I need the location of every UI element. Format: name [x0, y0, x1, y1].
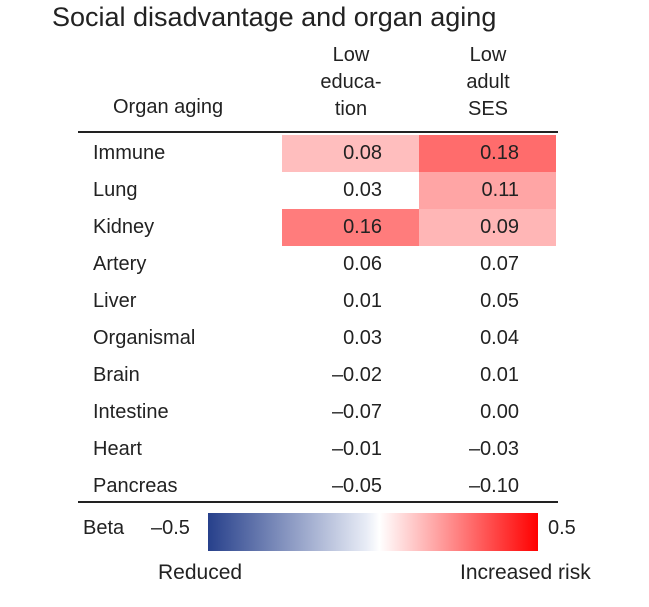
heatmap-table: Immune 0.08 0.18 Lung 0.03 0.11 Kidney 0.16 0.09…	[78, 135, 558, 505]
row-label: Brain	[93, 364, 140, 386]
heatmap-cell: 0.09	[419, 209, 556, 246]
heatmap-cell: –0.10	[468, 475, 519, 497]
colorbar-high-label: Increased risk	[460, 561, 591, 584]
table-bottom-rule	[78, 501, 558, 503]
heatmap-cell: 0.16	[282, 209, 419, 246]
heatmap-cell: 0.04	[480, 327, 519, 349]
row-label: Intestine	[93, 401, 169, 423]
heatmap-cell: 0.11	[419, 172, 556, 209]
table-row: Heart –0.01 –0.03	[78, 431, 558, 468]
heatmap-cell: 0.18	[419, 135, 556, 172]
row-label: Pancreas	[93, 475, 178, 497]
chart-title: Social disadvantage and organ aging	[52, 2, 497, 32]
row-label: Liver	[93, 290, 137, 312]
heatmap-cell: 0.01	[480, 364, 519, 386]
heatmap-cell: –0.03	[468, 438, 519, 460]
column-header-low-education: Low educa-tion	[320, 44, 382, 120]
heatmap-cell: 0.05	[480, 290, 519, 312]
heatmap-cell: –0.07	[331, 401, 382, 423]
heatmap-cell: 0.07	[480, 253, 519, 275]
row-label: Lung	[93, 179, 138, 201]
table-row: Kidney 0.16 0.09	[78, 209, 558, 246]
table-row: Brain –0.02 0.01	[78, 357, 558, 394]
row-label: Immune	[93, 142, 166, 164]
heatmap-cell: 0.01	[343, 290, 382, 312]
heatmap-cell: –0.05	[331, 475, 382, 497]
table-row: Pancreas –0.05 –0.10	[78, 468, 558, 505]
row-header-organ-aging: Organ aging	[113, 96, 224, 118]
heatmap-cell: 0.08	[282, 135, 419, 172]
colorbar-min-label: –0.5	[151, 517, 190, 539]
table-row: Artery 0.06 0.07	[78, 246, 558, 283]
heatmap-cell: 0.03	[343, 327, 382, 349]
row-label: Kidney	[93, 216, 155, 238]
heatmap-cell: 0.03	[343, 179, 382, 201]
table-row: Liver 0.01 0.05	[78, 283, 558, 320]
heatmap-cell: –0.02	[331, 364, 382, 386]
heatmap-cell: –0.01	[331, 438, 382, 460]
heatmap-cell: 0.06	[343, 253, 382, 275]
column-header-low-adult-ses: Low adult SES	[466, 44, 510, 120]
colorbar-max-label: 0.5	[548, 517, 576, 539]
table-row: Immune 0.08 0.18	[78, 135, 558, 172]
heatmap-cell: 0.00	[480, 401, 519, 423]
table-row: Intestine –0.07 0.00	[78, 394, 558, 431]
colorbar	[208, 513, 538, 551]
colorbar-title: Beta	[83, 517, 125, 539]
row-label: Organismal	[93, 327, 196, 349]
colorbar-low-label: Reduced	[158, 561, 243, 584]
row-label: Heart	[93, 438, 142, 460]
table-row: Lung 0.03 0.11	[78, 172, 558, 209]
table-top-rule	[78, 131, 558, 133]
table-row: Organismal 0.03 0.04	[78, 320, 558, 357]
row-label: Artery	[93, 253, 147, 275]
